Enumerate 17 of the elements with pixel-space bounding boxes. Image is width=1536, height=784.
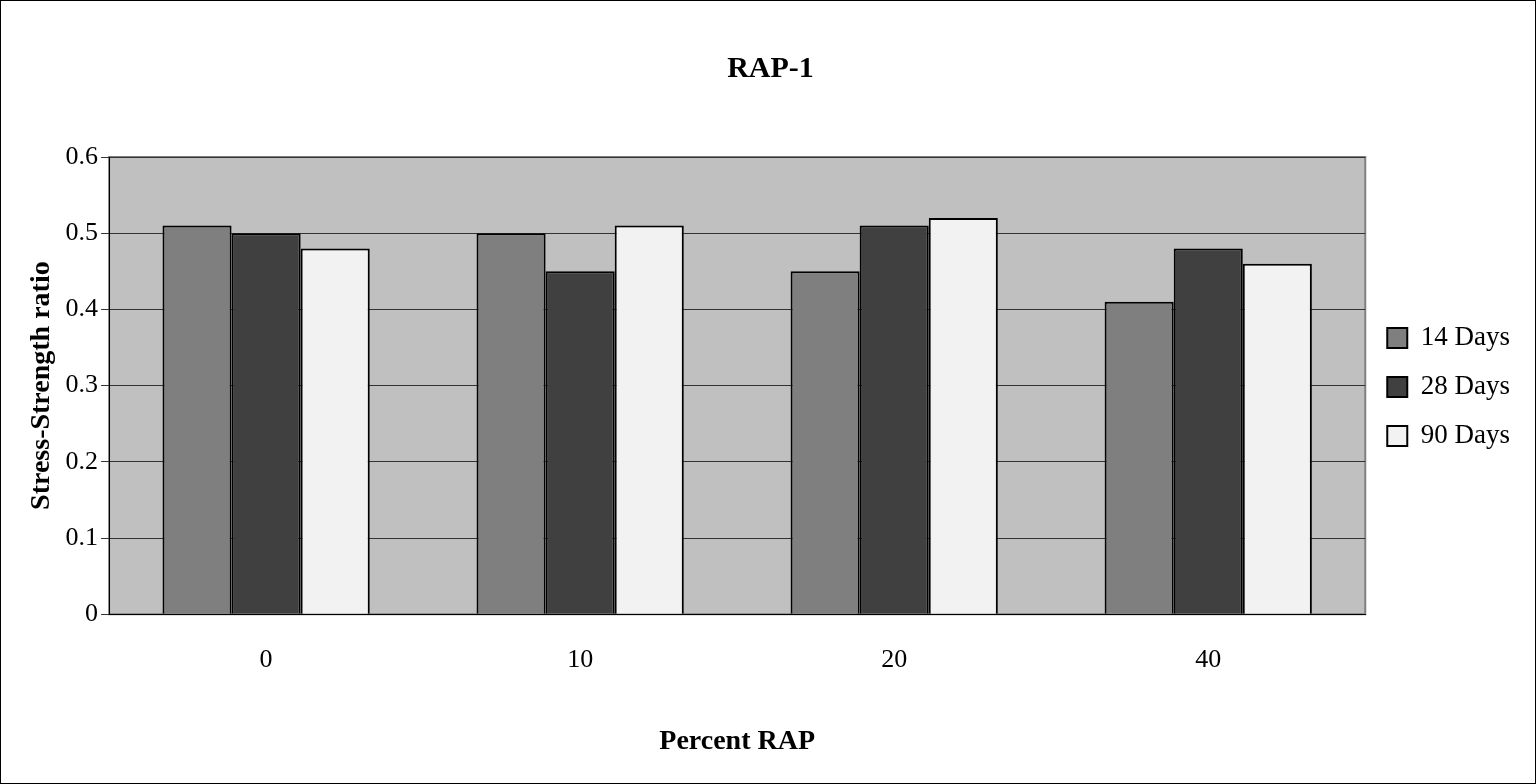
x-tick-label: 0 xyxy=(259,643,273,673)
x-tick-label: 40 xyxy=(1195,643,1222,673)
x-tick-label: 10 xyxy=(567,643,594,673)
x-tick-label: 20 xyxy=(881,643,908,673)
y-tick-label: 0.3 xyxy=(65,369,99,399)
x-axis-title: Percent RAP xyxy=(659,724,816,756)
y-tick-label: 0.4 xyxy=(65,293,99,323)
legend-label: 28 Days xyxy=(1420,370,1511,401)
y-axis-title: Stress-Strength ratio xyxy=(24,261,56,510)
y-tick-label: 0 xyxy=(85,598,99,628)
y-tick-label: 0.2 xyxy=(65,445,99,475)
y-tick-label: 0.5 xyxy=(65,217,99,247)
y-tick-label: 0.1 xyxy=(65,521,99,551)
legend-label: 14 Days xyxy=(1420,321,1511,352)
y-tick-label: 0.6 xyxy=(65,140,99,170)
legend-label: 90 Days xyxy=(1420,419,1511,450)
chart-title: RAP-1 xyxy=(727,49,814,83)
